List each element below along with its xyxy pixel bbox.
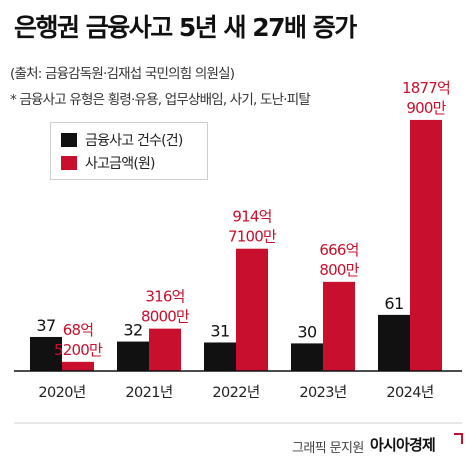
amount-bar	[149, 328, 181, 371]
count-bar	[204, 342, 236, 371]
legend: 금융사고 건수(건) 사고금액(원)	[50, 122, 208, 180]
legend-label-count: 금융사고 건수(건)	[85, 133, 183, 149]
count-label: 32	[123, 321, 142, 340]
count-label: 30	[297, 322, 317, 341]
type-note: * 금융사고 유형은 횡령·유용, 업무상배임, 사기, 도난·피탈	[10, 92, 311, 108]
count-bar	[291, 343, 323, 371]
amount-label-line2: 5200만	[54, 341, 103, 359]
x-tick-label: 2022년	[212, 384, 259, 401]
amount-bar	[410, 119, 442, 371]
count-label: 37	[36, 316, 55, 335]
count-bar	[378, 314, 410, 371]
amount-label-line1: 1877억	[402, 79, 450, 97]
chart-title: 은행권 금융사고 5년 새 27배 증가	[14, 13, 357, 42]
legend-item-amount: 사고금액(원)	[61, 153, 156, 173]
amount-label-line1: 666억	[319, 241, 358, 259]
x-tick-label: 2021년	[125, 384, 172, 401]
amount-label-line1: 316억	[145, 288, 184, 306]
x-tick-label: 2020년	[38, 384, 85, 401]
count-bar	[30, 336, 62, 371]
amount-label-line1: 68억	[63, 321, 94, 339]
amount-label-line1: 914억	[232, 208, 271, 226]
x-tick-label: 2023년	[299, 384, 346, 401]
amount-label-line2: 8000만	[141, 308, 190, 326]
x-tick-label: 2024년	[386, 384, 433, 401]
count-bar	[117, 341, 149, 371]
count-label: 31	[210, 321, 229, 340]
amount-label-line2: 900만	[406, 99, 446, 117]
source-note: (출처: 금융감독원·김재섭 국민의힘 의원실)	[10, 66, 235, 82]
brand-logo: 아시아경제	[370, 436, 436, 454]
amount-bar	[323, 281, 355, 371]
count-label: 61	[384, 294, 403, 313]
amount-bar	[62, 361, 94, 371]
amount-bar	[236, 248, 268, 371]
legend-swatch-count	[61, 133, 77, 147]
amount-label-line2: 800만	[319, 261, 359, 279]
legend-swatch-amount	[61, 156, 77, 170]
brand-mark-icon	[454, 433, 463, 444]
legend-item-count: 금융사고 건수(건)	[61, 130, 183, 150]
legend-label-amount: 사고금액(원)	[85, 156, 156, 172]
amount-label-line2: 7100만	[228, 228, 277, 246]
credit: 그래픽 문지원	[292, 441, 364, 456]
